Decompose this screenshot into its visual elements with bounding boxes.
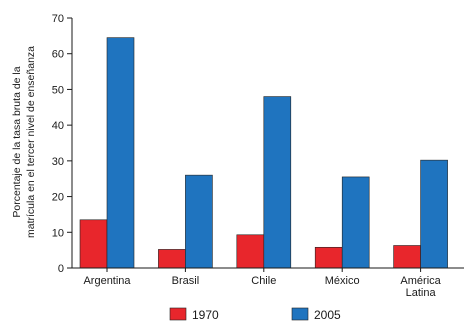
- y-axis-title: Porcentaje de la tasa bruta de la matríc…: [11, 46, 37, 238]
- x-tick-label: Latina: [406, 287, 437, 299]
- y-tick-label: 50: [52, 84, 64, 96]
- x-tick-label: México: [325, 275, 360, 287]
- legend-swatch-1970: [169, 307, 187, 321]
- bar-1970-0: [79, 219, 108, 269]
- legend-swatch-2005: [291, 307, 309, 321]
- y-tick-label: 60: [52, 49, 64, 61]
- y-axis: 0 10 20 30 40 50 60 70: [52, 13, 73, 275]
- y-tick-label: 0: [58, 263, 64, 275]
- y-axis-title-line-2: matrícula en el tercer nivel de enseñanz…: [25, 46, 37, 238]
- y-tick-label: 20: [52, 192, 64, 204]
- legend: 1970 2005: [169, 307, 341, 322]
- bar-2005-3: [341, 176, 370, 269]
- y-tick-label: 70: [52, 13, 64, 25]
- bar-2005-2: [263, 96, 292, 269]
- y-tick-label: 40: [52, 120, 64, 132]
- y-tick-label: 30: [52, 156, 64, 168]
- x-tick-label: Argentina: [83, 275, 131, 287]
- bar-2005-1: [185, 174, 213, 269]
- y-tick-label: 10: [52, 227, 64, 239]
- legend-label-1970: 1970: [192, 308, 219, 322]
- x-tick-label: América: [400, 275, 441, 287]
- x-tick-label: Brasil: [172, 275, 200, 287]
- y-axis-title-line-1: Porcentaje de la tasa bruta de la: [11, 66, 23, 217]
- bar-2005-0: [106, 37, 135, 269]
- bar-1970-2: [236, 234, 265, 269]
- bar-1970-3: [314, 246, 343, 269]
- bar-2005-4: [420, 159, 448, 269]
- bars: [79, 37, 448, 269]
- legend-label-2005: 2005: [314, 308, 341, 322]
- bar-1970-1: [158, 249, 186, 269]
- bar-1970-4: [393, 245, 421, 269]
- x-tick-label: Chile: [251, 275, 276, 287]
